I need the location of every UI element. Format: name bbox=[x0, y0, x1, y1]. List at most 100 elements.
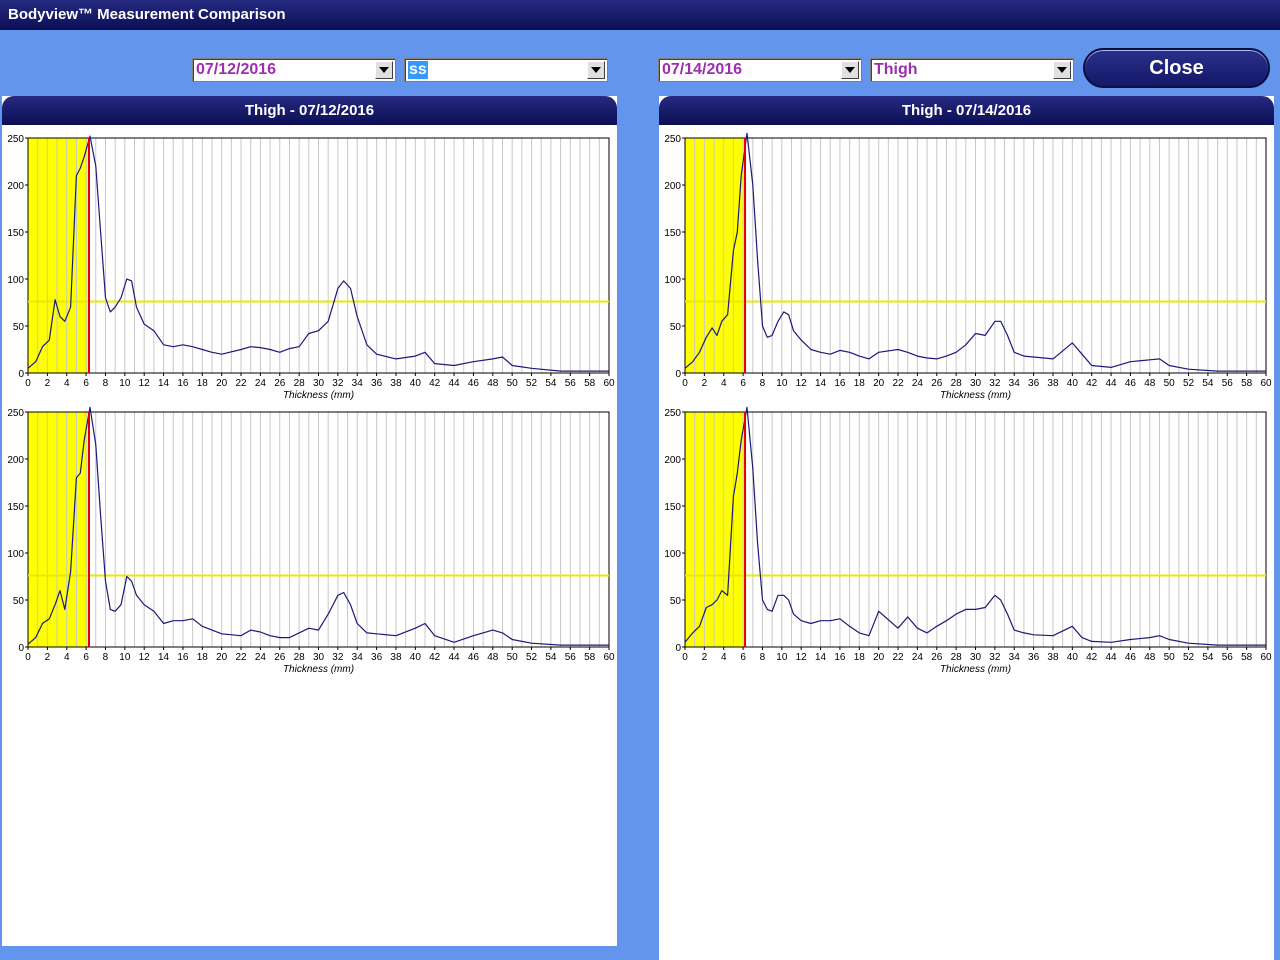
x-tick-label: 28 bbox=[294, 378, 306, 389]
x-tick-label: 22 bbox=[892, 652, 904, 663]
left-site-select[interactable]: ss bbox=[404, 58, 608, 82]
right-panel: Thigh - 07/14/2016 0 50 100 150 200 250 0 2 4 6 8 1… bbox=[659, 96, 1274, 960]
y-tick-label: 250 bbox=[7, 408, 24, 419]
left-panel-title: Thigh - 07/12/2016 bbox=[2, 96, 617, 125]
y-tick-label: 250 bbox=[7, 134, 24, 145]
x-tick-label: 52 bbox=[1183, 378, 1195, 389]
x-tick-label: 22 bbox=[235, 652, 247, 663]
x-tick-label: 14 bbox=[815, 652, 827, 663]
close-button[interactable]: Close bbox=[1083, 48, 1270, 88]
x-tick-label: 60 bbox=[1260, 652, 1272, 663]
y-tick-label: 0 bbox=[675, 643, 681, 654]
y-tick-label: 150 bbox=[7, 502, 24, 513]
x-tick-label: 2 bbox=[702, 378, 708, 389]
x-tick-label: 4 bbox=[721, 378, 727, 389]
x-tick-label: 2 bbox=[702, 652, 708, 663]
x-tick-label: 56 bbox=[1222, 652, 1234, 663]
x-tick-label: 52 bbox=[1183, 652, 1195, 663]
x-tick-label: 54 bbox=[545, 652, 557, 663]
x-tick-label: 26 bbox=[274, 652, 286, 663]
x-tick-label: 24 bbox=[912, 652, 924, 663]
x-tick-label: 18 bbox=[854, 378, 866, 389]
x-tick-label: 10 bbox=[119, 652, 131, 663]
x-tick-label: 14 bbox=[158, 652, 170, 663]
y-tick-label: 200 bbox=[664, 455, 681, 466]
right-date-select[interactable]: 07/14/2016 bbox=[658, 58, 862, 82]
x-tick-label: 12 bbox=[139, 652, 151, 663]
x-tick-label: 58 bbox=[1241, 378, 1253, 389]
x-tick-label: 50 bbox=[1164, 652, 1176, 663]
x-tick-label: 24 bbox=[255, 652, 267, 663]
y-tick-label: 200 bbox=[7, 455, 24, 466]
y-tick-label: 0 bbox=[18, 369, 24, 380]
y-tick-label: 100 bbox=[7, 275, 24, 286]
x-tick-label: 26 bbox=[931, 652, 943, 663]
x-tick-label: 6 bbox=[740, 652, 746, 663]
y-tick-label: 50 bbox=[670, 322, 682, 333]
right-panel-title: Thigh - 07/14/2016 bbox=[659, 96, 1274, 125]
x-tick-label: 20 bbox=[216, 378, 228, 389]
y-tick-label: 100 bbox=[664, 549, 681, 560]
x-tick-label: 48 bbox=[487, 652, 499, 663]
right-date-dropdown-button[interactable] bbox=[841, 61, 859, 79]
x-tick-label: 20 bbox=[873, 652, 885, 663]
x-tick-label: 18 bbox=[197, 378, 209, 389]
x-tick-label: 18 bbox=[197, 652, 209, 663]
y-tick-label: 100 bbox=[664, 275, 681, 286]
x-tick-label: 4 bbox=[721, 652, 727, 663]
x-tick-label: 20 bbox=[873, 378, 885, 389]
highlight-region bbox=[28, 138, 90, 373]
x-tick-label: 12 bbox=[796, 378, 808, 389]
x-tick-label: 0 bbox=[25, 378, 31, 389]
x-tick-label: 56 bbox=[565, 378, 577, 389]
x-tick-label: 60 bbox=[603, 652, 615, 663]
x-tick-label: 46 bbox=[468, 652, 480, 663]
x-tick-label: 10 bbox=[776, 378, 788, 389]
x-tick-label: 38 bbox=[390, 652, 402, 663]
x-tick-label: 52 bbox=[526, 378, 538, 389]
left-site-dropdown-button[interactable] bbox=[587, 61, 605, 79]
x-tick-label: 36 bbox=[1028, 652, 1040, 663]
chevron-down-icon bbox=[591, 67, 601, 73]
y-tick-label: 50 bbox=[13, 596, 25, 607]
x-tick-label: 22 bbox=[235, 378, 247, 389]
x-tick-label: 4 bbox=[64, 378, 70, 389]
x-tick-label: 34 bbox=[352, 652, 364, 663]
left-date-dropdown-button[interactable] bbox=[375, 61, 393, 79]
x-tick-label: 8 bbox=[103, 652, 109, 663]
x-tick-label: 8 bbox=[760, 378, 766, 389]
x-tick-label: 56 bbox=[1222, 378, 1234, 389]
x-tick-label: 20 bbox=[216, 652, 228, 663]
x-tick-label: 14 bbox=[158, 378, 170, 389]
left-date-select[interactable]: 07/12/2016 bbox=[192, 58, 396, 82]
x-tick-label: 42 bbox=[429, 378, 441, 389]
x-tick-label: 0 bbox=[25, 652, 31, 663]
x-tick-label: 58 bbox=[1241, 652, 1253, 663]
y-tick-label: 50 bbox=[13, 322, 25, 333]
x-tick-label: 50 bbox=[507, 652, 519, 663]
y-tick-label: 200 bbox=[664, 181, 681, 192]
x-tick-label: 56 bbox=[565, 652, 577, 663]
x-tick-label: 50 bbox=[507, 378, 519, 389]
x-tick-label: 42 bbox=[1086, 652, 1098, 663]
x-tick-label: 44 bbox=[449, 378, 461, 389]
x-tick-label: 24 bbox=[912, 378, 924, 389]
y-tick-label: 250 bbox=[664, 134, 681, 145]
highlight-region bbox=[28, 412, 90, 647]
x-tick-label: 10 bbox=[776, 652, 788, 663]
right-site-select[interactable]: Thigh bbox=[870, 58, 1074, 82]
x-tick-label: 36 bbox=[371, 378, 383, 389]
x-tick-label: 32 bbox=[332, 652, 344, 663]
y-tick-label: 150 bbox=[7, 228, 24, 239]
highlight-region bbox=[685, 412, 746, 647]
y-tick-label: 50 bbox=[670, 596, 682, 607]
x-tick-label: 16 bbox=[177, 652, 189, 663]
x-tick-label: 28 bbox=[294, 652, 306, 663]
x-tick-label: 0 bbox=[682, 378, 688, 389]
x-tick-label: 48 bbox=[1144, 378, 1156, 389]
right-site-dropdown-button[interactable] bbox=[1053, 61, 1071, 79]
right-site-value: Thigh bbox=[874, 61, 918, 78]
series-line bbox=[27, 135, 609, 372]
x-tick-label: 40 bbox=[410, 652, 422, 663]
